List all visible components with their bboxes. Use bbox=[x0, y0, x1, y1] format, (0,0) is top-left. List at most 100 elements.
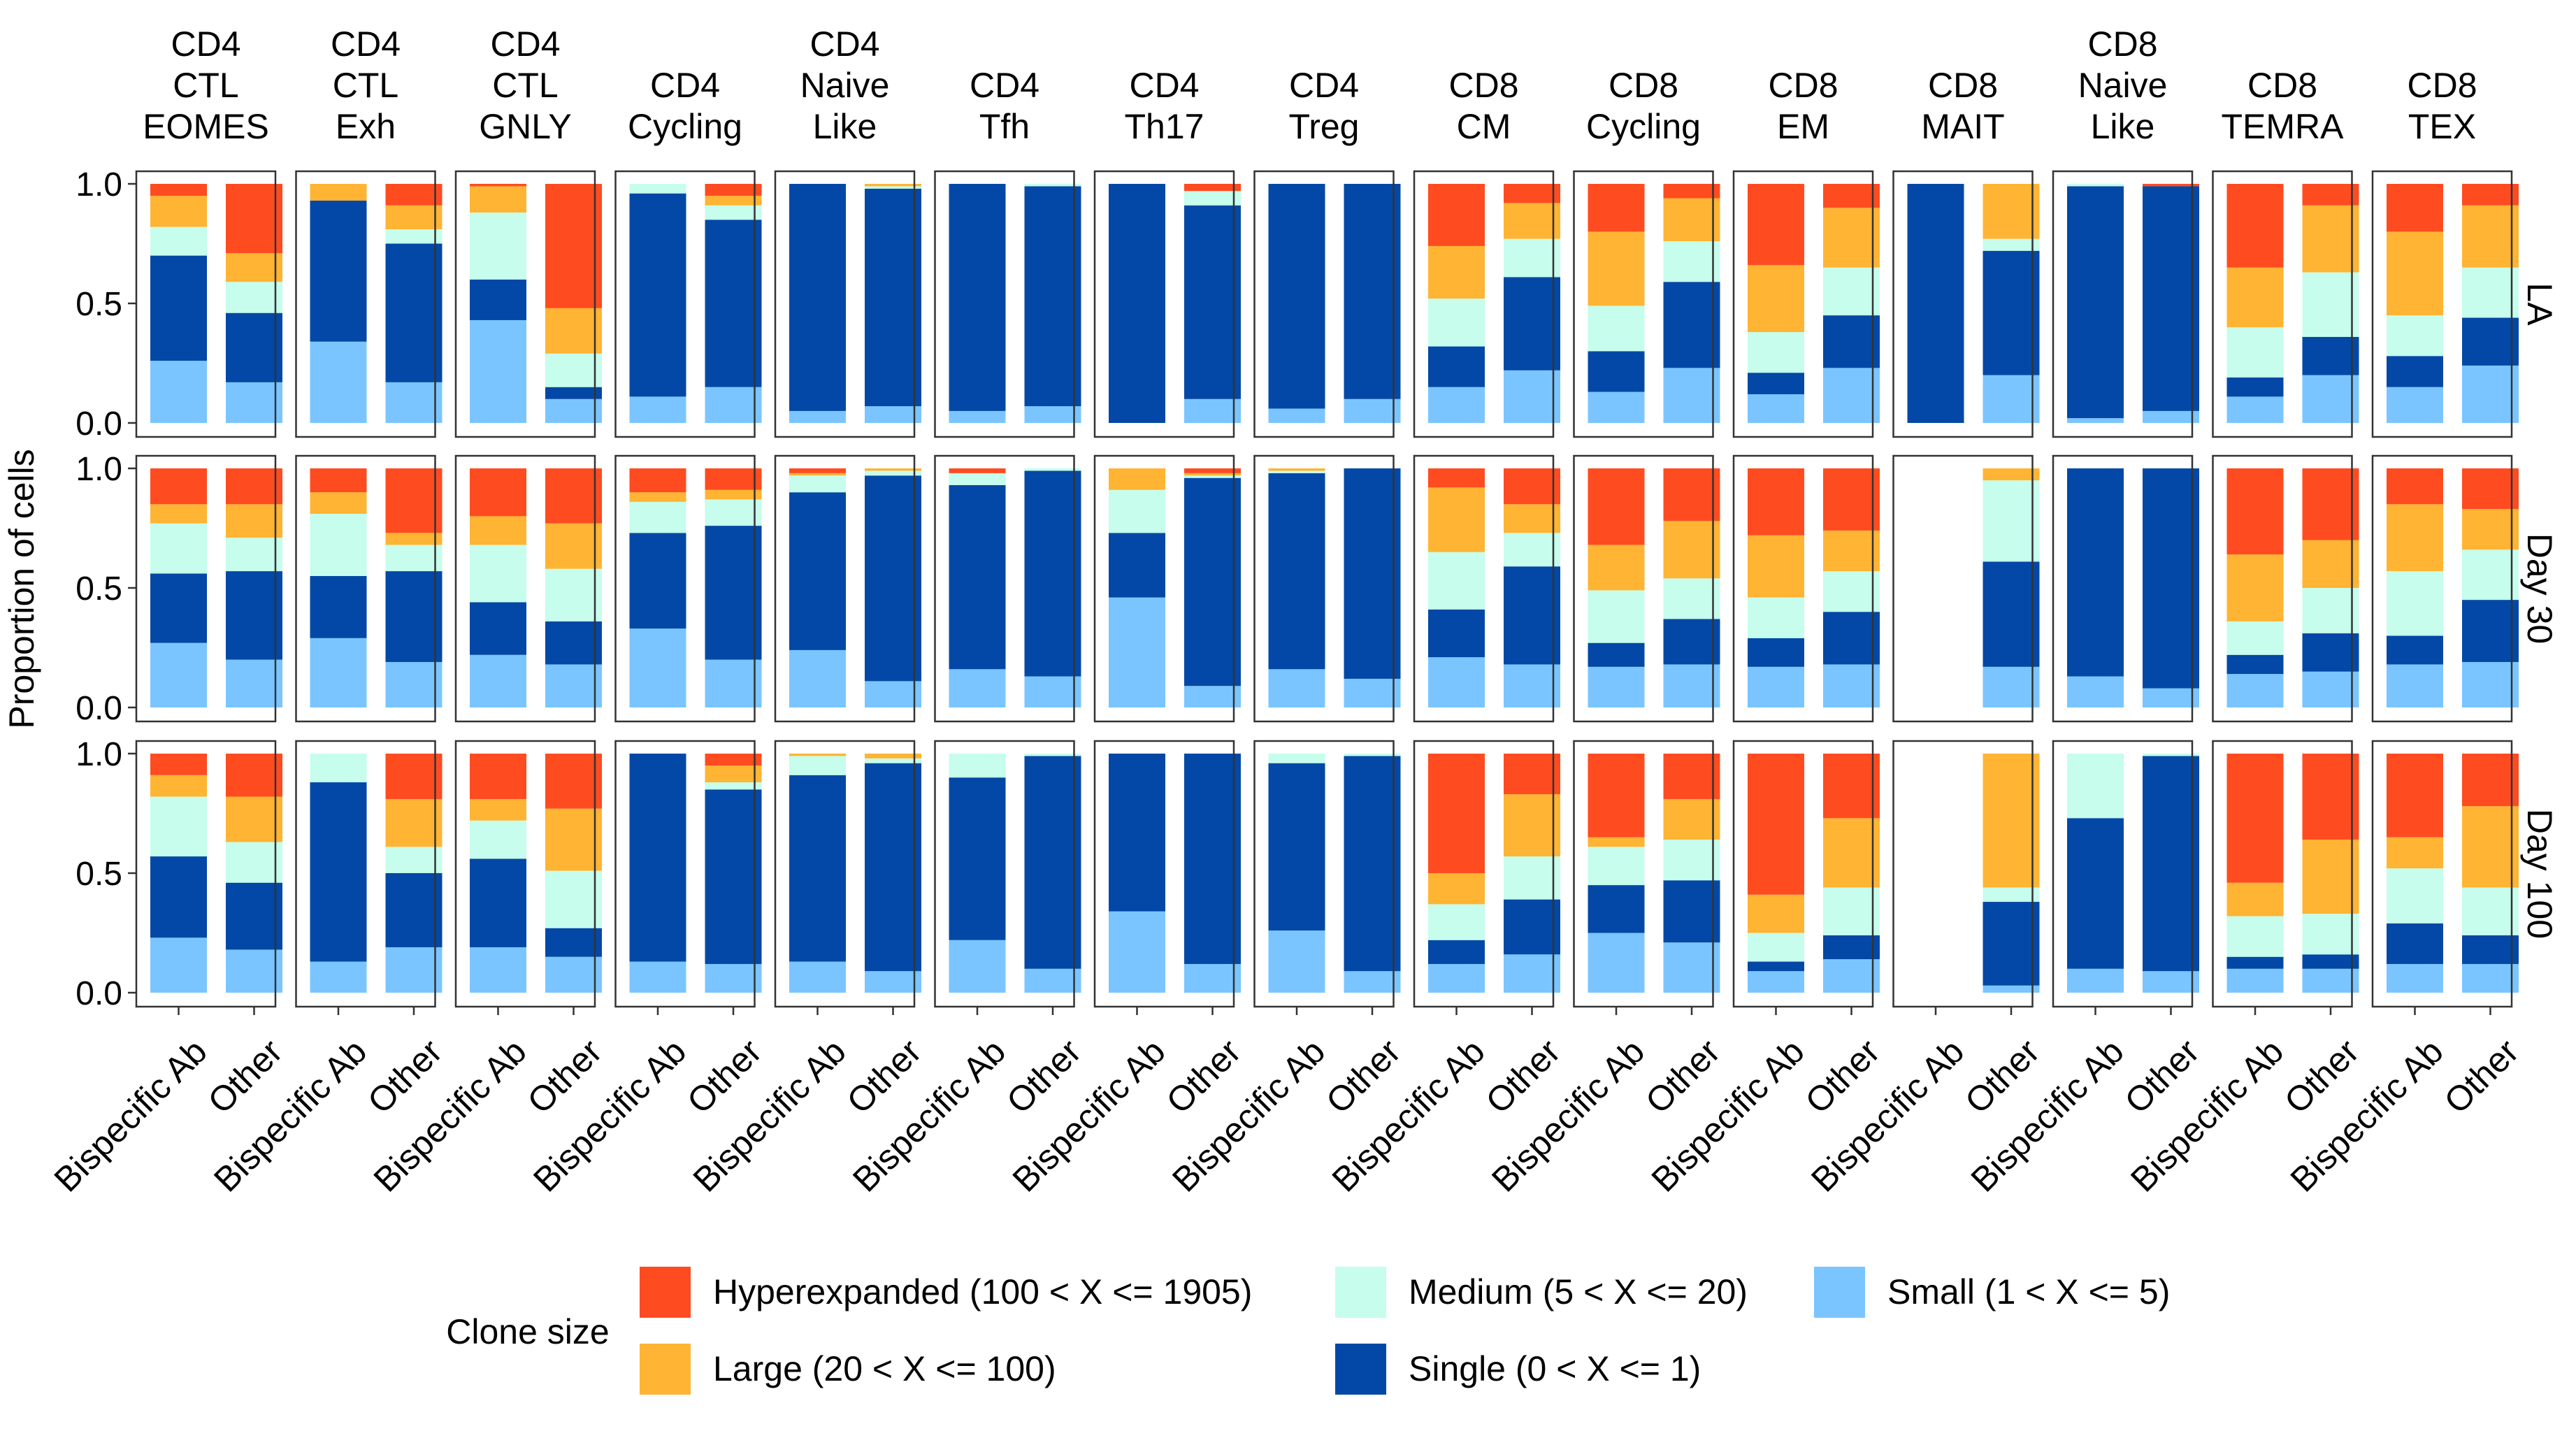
panel bbox=[1413, 170, 1560, 438]
bar-segment-small bbox=[2067, 418, 2124, 423]
column-strip-label: CD8 bbox=[1928, 66, 1998, 105]
bar-segment-medium bbox=[1748, 933, 1804, 962]
bar-segment-hyper bbox=[2302, 468, 2359, 540]
bar-segment-small bbox=[1748, 394, 1804, 423]
legend-swatch bbox=[1335, 1344, 1386, 1395]
bar-segment-small bbox=[385, 382, 442, 423]
bar-segment-hyper bbox=[1663, 184, 1720, 199]
bar-segment-small bbox=[150, 361, 207, 423]
bar-segment-large bbox=[1504, 203, 1560, 239]
bar-segment-small bbox=[1504, 370, 1560, 423]
panel-border bbox=[614, 740, 756, 1008]
bar-segment-small bbox=[1748, 666, 1804, 707]
bar-segment-medium bbox=[150, 523, 207, 574]
bar-segment-single bbox=[310, 575, 367, 638]
y-tick-label: 0.0 bbox=[75, 690, 122, 727]
bar-segment-medium bbox=[2143, 754, 2199, 756]
panel-border bbox=[454, 170, 596, 438]
bar-segment-medium bbox=[226, 538, 282, 572]
bar-segment-single bbox=[865, 763, 921, 972]
bar-segment-single bbox=[2387, 356, 2443, 387]
panel bbox=[934, 170, 1081, 438]
bar-segment-medium bbox=[385, 545, 442, 572]
bar-segment-small bbox=[865, 681, 921, 707]
bar-segment-single bbox=[1268, 763, 1325, 931]
bar-segment-single bbox=[1823, 315, 1880, 368]
bar-segment-single bbox=[1504, 277, 1560, 371]
bar-segment-single bbox=[1748, 638, 1804, 667]
bar-segment-hyper bbox=[2387, 468, 2443, 505]
bar-segment-medium bbox=[1823, 887, 1880, 935]
bar-segment-hyper bbox=[545, 754, 602, 809]
panel bbox=[2052, 170, 2199, 438]
bar-segment-hyper bbox=[470, 468, 526, 517]
bar-segment-single bbox=[789, 492, 846, 650]
bar-segment-hyper bbox=[385, 468, 442, 533]
panel bbox=[934, 454, 1081, 723]
bar-segment-large bbox=[2387, 837, 2443, 869]
panel-border bbox=[1892, 170, 2034, 438]
panel-border bbox=[1573, 740, 1714, 1008]
bar-segment-small bbox=[1184, 398, 1241, 423]
bar-segment-small bbox=[1983, 666, 2040, 707]
bar-segment-single bbox=[1748, 373, 1804, 394]
bar-segment-medium bbox=[865, 186, 921, 189]
panel bbox=[1093, 454, 1241, 723]
bar-segment-medium bbox=[1588, 305, 1645, 352]
bar-segment-hyper bbox=[1588, 468, 1645, 545]
bar-segment-large bbox=[2387, 504, 2443, 572]
panel-border bbox=[1253, 170, 1395, 438]
legend-item-medium: Medium (5 < X <= 20) bbox=[1335, 1267, 1748, 1318]
bar-segment-hyper bbox=[1184, 468, 1241, 473]
bar-segment-large bbox=[789, 473, 846, 476]
bar-segment-single bbox=[1663, 880, 1720, 943]
bar-segment-single bbox=[310, 782, 367, 962]
bar-segment-small bbox=[2387, 664, 2443, 707]
bar-segment-medium bbox=[705, 499, 762, 526]
bar-segment-single bbox=[226, 571, 282, 660]
bar-segment-medium bbox=[470, 545, 526, 603]
bar-segment-medium bbox=[226, 282, 282, 313]
bar-segment-single bbox=[1024, 470, 1081, 677]
bar-segment-small bbox=[1024, 406, 1081, 423]
column-strip-label: EM bbox=[1777, 107, 1829, 146]
bar-segment-small bbox=[150, 937, 207, 993]
bar-segment-single bbox=[789, 775, 846, 962]
bar-segment-small bbox=[226, 949, 282, 993]
bar-segment-hyper bbox=[705, 184, 762, 196]
column-strip-label: CD8 bbox=[1609, 66, 1678, 105]
bar-segment-small bbox=[705, 963, 762, 993]
bar-segment-medium bbox=[2226, 327, 2284, 378]
column-strip-label: CD8 bbox=[2407, 66, 2477, 105]
bar-segment-medium bbox=[949, 473, 1006, 485]
bar-segment-hyper bbox=[2302, 184, 2359, 206]
panel-border bbox=[2371, 454, 2513, 723]
panel-border bbox=[1732, 170, 1874, 438]
bar-segment-single bbox=[1663, 619, 1720, 665]
bar-segment-small bbox=[1823, 368, 1880, 423]
bar-segment-hyper bbox=[310, 468, 367, 493]
bar-segment-hyper bbox=[2462, 754, 2519, 807]
column-strip-label: CD8 bbox=[2247, 66, 2317, 105]
bar-segment-small bbox=[949, 940, 1006, 993]
bar-segment-large bbox=[310, 492, 367, 514]
panel bbox=[295, 454, 442, 723]
bar-segment-small bbox=[545, 956, 602, 993]
bar-segment-small bbox=[545, 398, 602, 423]
bar-segment-single bbox=[2226, 377, 2284, 397]
bar-segment-small bbox=[949, 669, 1006, 707]
column-strip-label: CTL bbox=[173, 66, 238, 105]
legend-label: Medium (5 < X <= 20) bbox=[1409, 1272, 1748, 1311]
panel bbox=[2052, 740, 2199, 1008]
bar-segment-medium bbox=[789, 475, 846, 493]
panel bbox=[2371, 170, 2519, 438]
bar-segment-medium bbox=[2302, 914, 2359, 955]
bar-segment-medium bbox=[1024, 468, 1081, 471]
bar-segment-small bbox=[310, 638, 367, 707]
